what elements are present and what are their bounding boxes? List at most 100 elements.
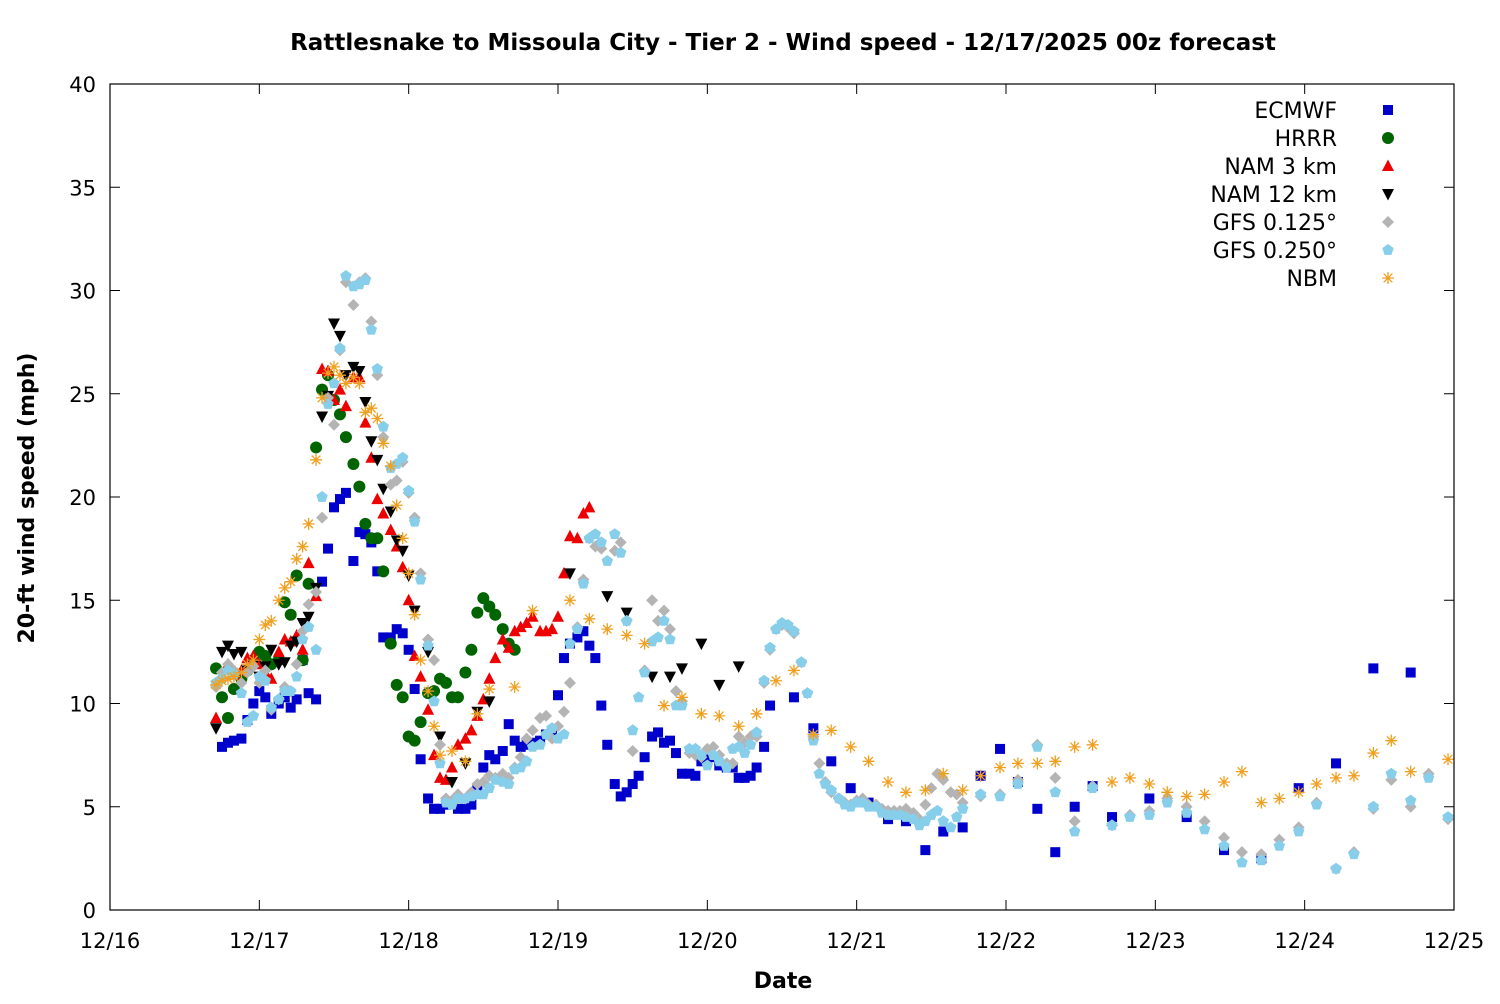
gfs-0-250-point xyxy=(1255,854,1268,866)
y-tick-label: 5 xyxy=(83,796,96,820)
nbm-point xyxy=(290,552,303,565)
ecmwf-point xyxy=(765,700,776,711)
hrrr-point xyxy=(459,666,472,679)
gfs-0-250-point xyxy=(452,792,464,804)
ecmwf-point xyxy=(759,741,770,752)
gfs-0-250-point xyxy=(750,726,763,738)
nam-3-km-point xyxy=(402,593,415,606)
hrrr-point xyxy=(451,691,464,704)
nam-3-km-point xyxy=(496,632,509,645)
gfs-0-250-point xyxy=(359,274,372,285)
ecmwf-point xyxy=(354,527,365,538)
gfs-0-250-point xyxy=(1310,798,1323,810)
nbm-point xyxy=(402,567,415,580)
gfs-0-125-point xyxy=(365,315,378,328)
nam-3-km-point xyxy=(396,560,409,573)
nbm-point xyxy=(396,532,409,545)
gfs-0-250-point xyxy=(422,639,434,651)
gfs-0-250-point xyxy=(589,528,601,539)
gfs-0-125-point xyxy=(428,654,441,667)
ecmwf-point xyxy=(254,686,265,697)
ecmwf-point xyxy=(260,692,271,703)
nam-12-km-point xyxy=(664,671,676,684)
axis-ticks: 12/16 12/17 12/18 12/19 12/20 12/21 12/22 12/23… xyxy=(69,73,1484,953)
gfs-0-250-point xyxy=(744,738,757,750)
gfs-0-250-point xyxy=(862,800,875,812)
gfs-0-250-point xyxy=(870,800,882,812)
nbm-point xyxy=(434,749,447,762)
nbm-point xyxy=(1273,792,1286,805)
ecmwf-point xyxy=(340,487,351,498)
legend-label: ECMWF xyxy=(1254,99,1337,124)
ecmwf-point xyxy=(248,698,259,709)
gfs-0-250-point xyxy=(414,573,427,585)
nam-12-km-point xyxy=(302,611,315,624)
hrrr-point xyxy=(371,532,384,545)
gfs-0-250-point xyxy=(247,709,260,721)
gfs-0-250-point xyxy=(689,742,702,754)
gfs-0-125-point xyxy=(302,598,315,611)
gfs-0-125-point xyxy=(235,676,248,689)
ecmwf-point xyxy=(653,727,664,738)
hrrr-point xyxy=(465,643,478,656)
nbm-point xyxy=(825,724,838,737)
gfs-0-250-point xyxy=(316,491,328,502)
gfs-0-250-point xyxy=(707,749,719,760)
gfs-0-250-point xyxy=(615,546,627,558)
gfs-0-250-point xyxy=(273,693,285,705)
gfs-0-250-point xyxy=(1181,806,1193,818)
nbm-point xyxy=(787,664,800,677)
nam-3-km-point xyxy=(465,723,478,736)
nam-3-km-point xyxy=(359,416,372,428)
gfs-0-250-point xyxy=(638,666,651,678)
x-axis-label: Date xyxy=(754,969,813,994)
hrrr-point xyxy=(414,716,427,729)
gfs-0-250-point xyxy=(833,792,845,804)
legend-marker xyxy=(1382,159,1394,171)
nbm-point xyxy=(1011,757,1024,770)
nbm-point xyxy=(339,377,352,390)
ecmwf-point xyxy=(1331,758,1342,769)
nam-12-km-point xyxy=(434,731,447,744)
gfs-0-250-point xyxy=(365,323,377,335)
legend-label: NAM 12 km xyxy=(1210,183,1337,208)
legend-marker xyxy=(1382,272,1394,284)
gfs-0-250-point xyxy=(1049,786,1061,798)
ecmwf-point xyxy=(627,779,638,790)
legend-label: GFS 0.250° xyxy=(1213,239,1337,264)
nbm-point xyxy=(862,755,875,768)
nam-12-km-point xyxy=(384,506,397,518)
nbm-point xyxy=(428,720,441,733)
nbm-point xyxy=(278,581,291,594)
nbm-point xyxy=(459,755,472,768)
nam-12-km-point xyxy=(371,454,384,467)
nbm-point xyxy=(844,740,857,753)
series-gfs-0-250 xyxy=(210,270,1454,874)
nbm-point xyxy=(1106,775,1119,788)
hrrr-point xyxy=(477,592,490,605)
ecmwf-point xyxy=(279,692,290,703)
gfs-0-250-point xyxy=(1218,840,1230,851)
legend-marker xyxy=(1383,105,1393,115)
gfs-0-250-point xyxy=(235,687,248,698)
gfs-0-250-point xyxy=(1422,771,1435,783)
legend-label: NAM 3 km xyxy=(1224,155,1337,180)
hrrr-point xyxy=(471,606,484,619)
ecmwf-point xyxy=(348,556,359,567)
gfs-0-250-point xyxy=(1106,819,1118,831)
nbm-point xyxy=(1180,790,1193,803)
nbm-point xyxy=(365,402,378,415)
ecmwf-point xyxy=(378,632,389,643)
nbm-point xyxy=(1068,740,1081,753)
gfs-0-125-point xyxy=(310,585,323,598)
gfs-0-250-point xyxy=(371,363,383,374)
ecmwf-point xyxy=(938,826,949,837)
nbm-point xyxy=(1143,778,1156,791)
nbm-point xyxy=(483,683,496,696)
nam-12-km-point xyxy=(359,397,372,409)
hrrr-point xyxy=(284,608,297,621)
x-tick-label: 12/25 xyxy=(1424,929,1485,953)
ecmwf-point xyxy=(217,741,227,752)
ecmwf-point xyxy=(920,845,931,856)
gfs-0-250-point xyxy=(945,821,957,833)
